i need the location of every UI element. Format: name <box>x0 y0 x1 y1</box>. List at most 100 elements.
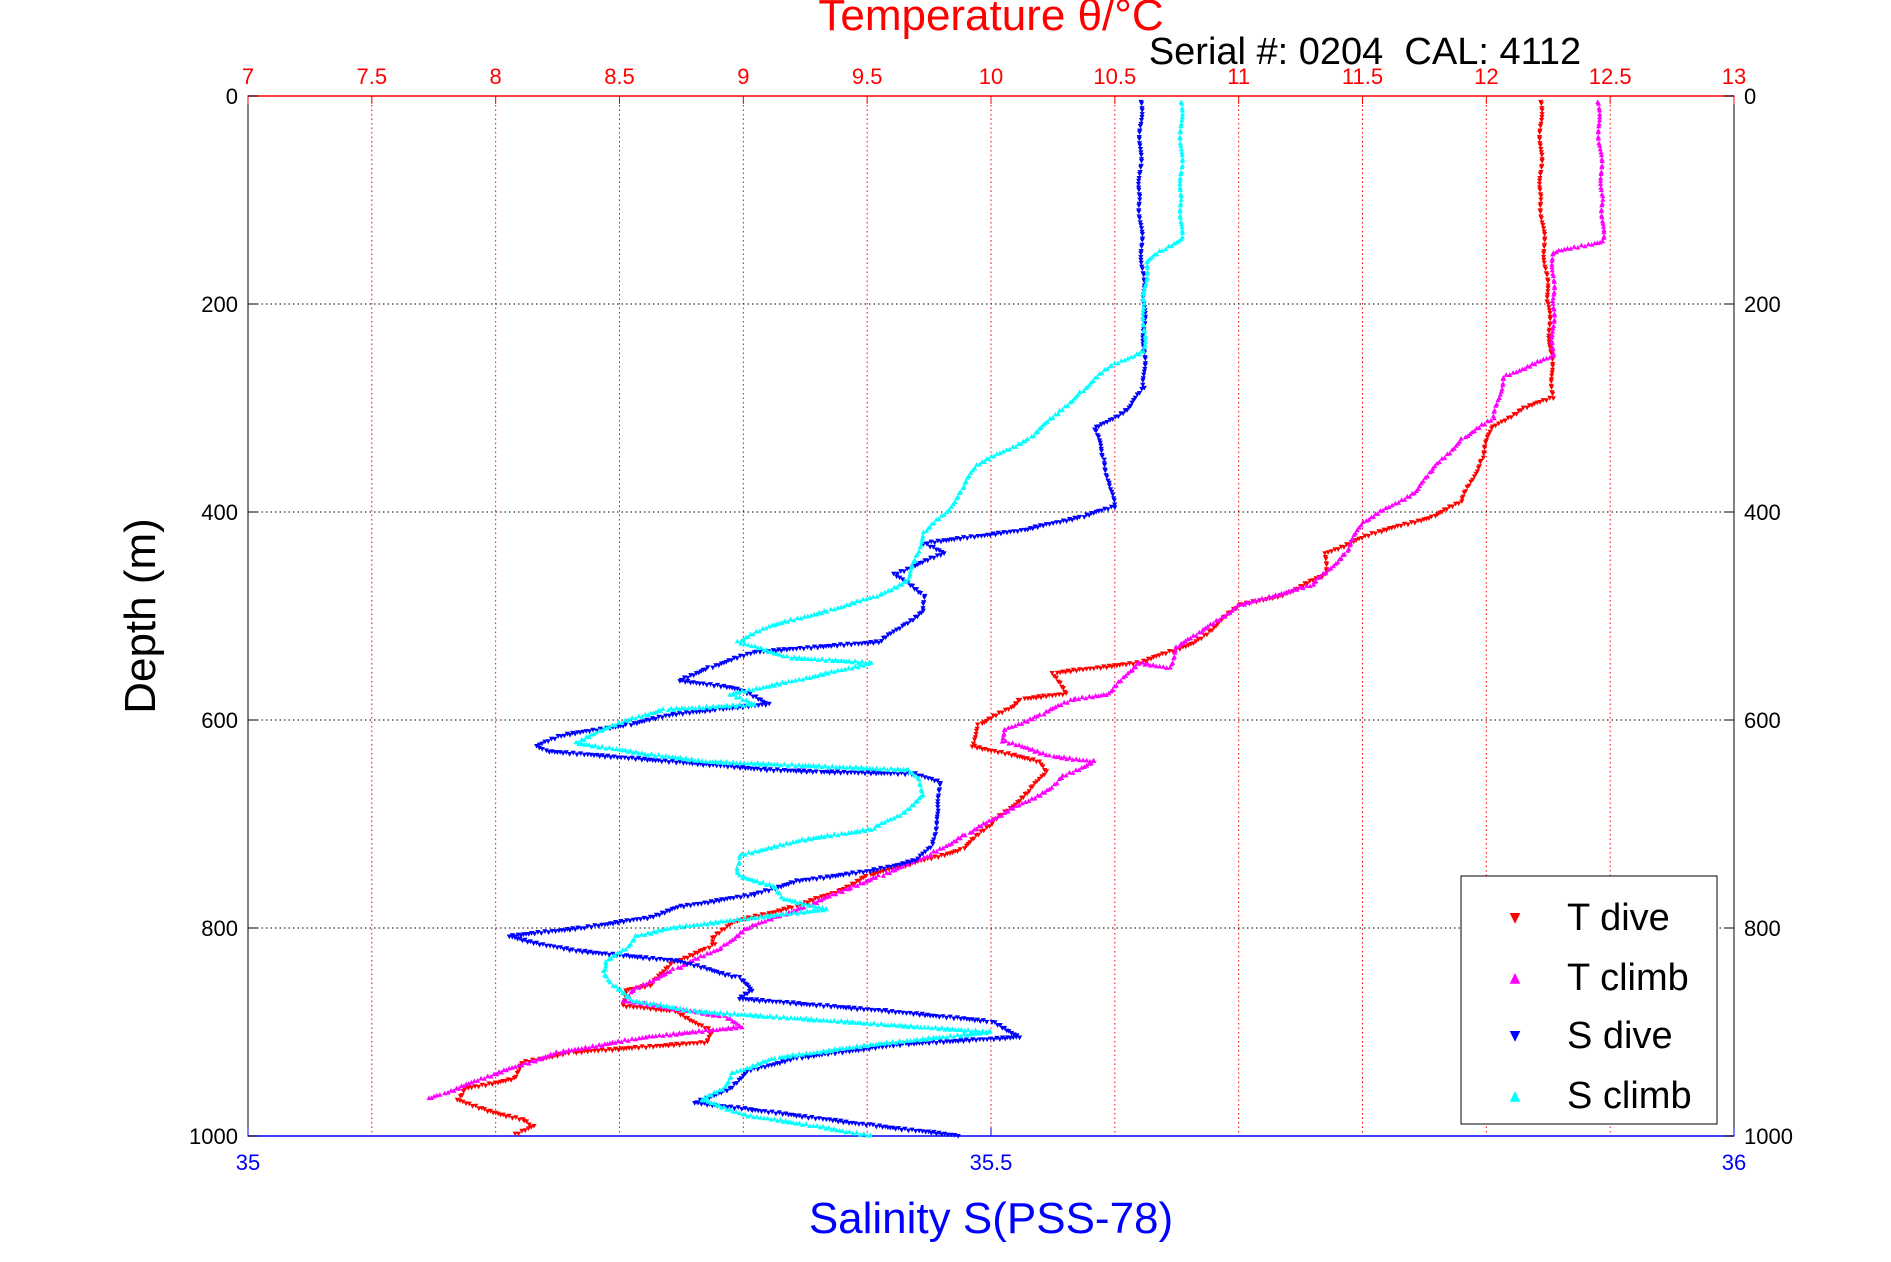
data-point <box>742 926 748 932</box>
data-point <box>761 1014 767 1019</box>
data-point <box>1032 714 1038 719</box>
data-point <box>877 865 884 871</box>
data-point <box>859 658 865 664</box>
data-point <box>733 1025 739 1031</box>
data-point <box>1496 421 1502 427</box>
data-point <box>466 1101 472 1107</box>
data-point <box>944 509 950 514</box>
data-point <box>833 891 839 897</box>
data-point <box>1547 354 1553 360</box>
data-point <box>981 720 987 725</box>
data-point <box>1009 724 1015 729</box>
data-point <box>1136 136 1142 142</box>
data-point <box>814 877 820 882</box>
data-point <box>1405 522 1411 528</box>
data-point <box>1134 661 1140 666</box>
data-point <box>977 745 983 750</box>
data-point <box>1495 397 1501 403</box>
data-point <box>749 922 756 928</box>
data-point <box>677 679 683 684</box>
data-point <box>625 756 632 762</box>
data-point <box>660 706 666 711</box>
data-point <box>1126 405 1132 411</box>
data-point <box>979 721 985 726</box>
data-point <box>790 1052 796 1057</box>
data-point <box>537 942 543 948</box>
data-point <box>831 606 837 612</box>
data-point <box>807 1003 813 1008</box>
data-point <box>1002 707 1008 713</box>
legend-marker-t-climb: ▲ <box>1510 970 1521 986</box>
data-point <box>634 1005 640 1010</box>
data-point <box>1196 629 1202 635</box>
data-point <box>769 682 775 688</box>
data-point <box>1172 650 1178 655</box>
data-point <box>1550 391 1556 397</box>
data-point <box>1488 418 1494 423</box>
data-point <box>519 1128 525 1134</box>
data-point <box>731 1010 737 1016</box>
data-point <box>685 675 691 681</box>
data-point <box>715 760 721 765</box>
data-point <box>641 1006 647 1011</box>
data-point <box>1141 372 1147 378</box>
data-point <box>1550 273 1556 278</box>
data-point <box>801 614 807 619</box>
data-point <box>753 694 759 700</box>
data-point <box>774 680 780 686</box>
data-point <box>651 1000 657 1006</box>
data-point <box>579 1050 585 1056</box>
data-point <box>492 1080 498 1086</box>
data-point <box>770 648 776 653</box>
data-point <box>1171 241 1177 246</box>
data-point <box>868 771 874 777</box>
data-point <box>933 1131 939 1137</box>
data-point <box>1112 502 1118 508</box>
data-point <box>1547 316 1553 322</box>
data-point <box>750 1062 756 1068</box>
data-point <box>1427 469 1433 475</box>
data-point <box>1093 509 1099 515</box>
data-point <box>689 756 695 762</box>
data-point <box>1549 334 1555 340</box>
data-point <box>615 1047 621 1053</box>
data-point <box>944 1025 951 1031</box>
data-point <box>810 1123 816 1128</box>
data-point <box>962 846 968 851</box>
data-point <box>829 769 835 775</box>
data-point <box>617 987 624 992</box>
data-point <box>1325 567 1331 572</box>
data-point <box>633 932 639 938</box>
data-point <box>741 760 747 765</box>
data-point <box>665 965 671 970</box>
data-point <box>657 1044 663 1049</box>
data-point <box>947 1033 953 1038</box>
data-point <box>1213 617 1219 623</box>
data-point <box>740 697 746 702</box>
data-point <box>796 838 802 843</box>
data-point <box>955 1134 961 1139</box>
data-point <box>1551 312 1558 318</box>
data-point <box>633 998 639 1004</box>
data-point <box>681 955 688 961</box>
data-point <box>738 1011 744 1017</box>
data-point <box>900 577 906 583</box>
data-point <box>884 767 891 772</box>
data-point <box>1551 289 1557 295</box>
data-point <box>648 710 654 716</box>
data-point <box>931 555 937 561</box>
data-point <box>1307 578 1313 584</box>
data-point <box>905 766 911 772</box>
data-point <box>670 1030 676 1036</box>
data-point <box>692 1020 698 1026</box>
data-point <box>854 1007 860 1013</box>
data-point <box>1140 658 1147 664</box>
data-point <box>938 539 944 545</box>
data-point <box>1601 229 1607 235</box>
data-point <box>1004 530 1010 536</box>
data-point <box>738 638 745 643</box>
data-point <box>666 760 672 765</box>
data-point <box>1474 425 1480 431</box>
data-point <box>684 962 690 967</box>
data-point <box>1307 583 1313 589</box>
